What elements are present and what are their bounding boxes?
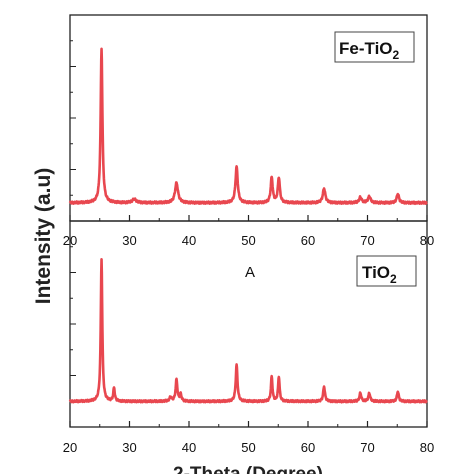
x-tick-label: 70 [360, 440, 374, 455]
x-tick-label: 50 [241, 440, 255, 455]
legend-box-top [334, 31, 415, 63]
x-tick-label: 40 [182, 440, 196, 455]
y-axis-title: Intensity (a.u) [32, 168, 55, 305]
legend-box-bottom [356, 255, 417, 287]
tick-group-bottom [69, 220, 428, 428]
series-line-fe-tio2 [68, 47, 428, 206]
x-tick-label: 50 [241, 233, 255, 248]
x-tick-labels-top: 20 30 40 50 60 70 80 [63, 233, 434, 248]
x-tick-label: 60 [301, 233, 315, 248]
series-line-tio2 [68, 257, 428, 404]
x-tick-label: 20 [63, 440, 77, 455]
x-axis-title: 2-Theta (Degree) [173, 464, 323, 474]
x-tick-label: 30 [122, 440, 136, 455]
x-tick-label: 30 [122, 233, 136, 248]
x-tick-labels-bottom: 20 30 40 50 60 70 80 [63, 440, 434, 455]
x-tick-label: 40 [182, 233, 196, 248]
panel-fe-tio2: 20 30 40 50 60 70 80 Fe-TiO2 [63, 14, 434, 248]
legend-label-fe-tio2: Fe-TiO2 [339, 39, 400, 62]
x-tick-label: 80 [420, 440, 434, 455]
legend-label-tio2: TiO2 [362, 263, 397, 286]
panel-annotation: A [245, 264, 255, 281]
plot-frame-bottom [69, 220, 428, 428]
panel-tio2: 20 30 40 50 60 70 80 TiO2 A [63, 220, 434, 455]
x-tick-label: 70 [360, 233, 374, 248]
x-tick-label: 60 [301, 440, 315, 455]
